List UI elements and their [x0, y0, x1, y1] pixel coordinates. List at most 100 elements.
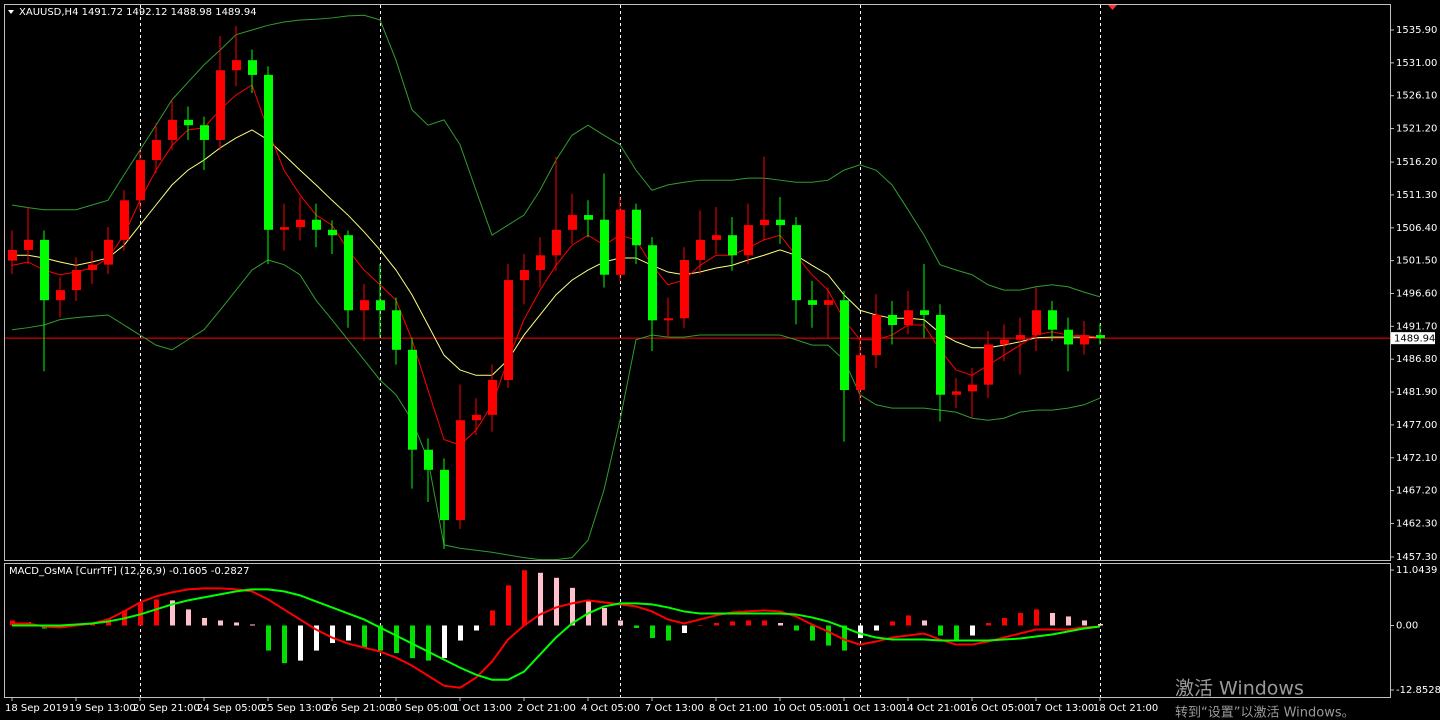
histogram-bar: [554, 577, 559, 626]
macd-line: [12, 588, 1101, 681]
last-price-label: 1489.94: [1394, 334, 1435, 345]
x-tick-label: 24 Sep 05:00: [197, 703, 264, 714]
y-tick-label: 1531.00: [1396, 58, 1437, 69]
candle-body: [792, 225, 801, 301]
histogram-bar: [1066, 616, 1071, 626]
histogram-bar: [394, 625, 399, 654]
y-tick-label: 1496.60: [1396, 288, 1437, 299]
watermark-line2: 转到“设置”以激活 Windows。: [1175, 706, 1355, 720]
histogram-bar: [682, 625, 687, 634]
candle-body: [1096, 335, 1105, 339]
x-tick-label: 16 Oct 05:00: [965, 703, 1030, 714]
histogram-bar: [922, 620, 927, 626]
x-tick-label: 17 Oct 13:00: [1029, 703, 1094, 714]
histogram-bar: [250, 624, 255, 626]
y-tick-label: 1506.40: [1396, 223, 1437, 234]
histogram-bar: [282, 625, 287, 664]
candle-body: [824, 300, 833, 305]
candle-body: [600, 219, 609, 275]
y-tick-label: 1526.10: [1396, 91, 1437, 102]
histogram-bar: [202, 617, 207, 626]
histogram-bar: [842, 625, 847, 651]
candle-body: [536, 255, 545, 271]
candle-body: [264, 74, 273, 230]
histogram-bar: [1082, 620, 1087, 626]
histogram-bar: [634, 625, 639, 628]
candle-body: [408, 349, 417, 450]
y-tick-label: 1516.20: [1396, 157, 1437, 168]
histogram-bar: [794, 625, 799, 631]
candle-body: [664, 318, 673, 321]
candle-body: [200, 125, 209, 140]
histogram-bar: [778, 622, 783, 626]
histogram-bar: [762, 620, 767, 626]
candle-body: [616, 209, 625, 275]
histogram-bar: [266, 625, 271, 651]
histogram-bar: [538, 572, 543, 626]
candle-body: [328, 229, 337, 236]
histogram-bar: [970, 625, 975, 636]
histogram-bar: [746, 620, 751, 626]
price-title: XAUUSD,H4 1491.72 1492.12 1488.98 1489.9…: [19, 7, 257, 18]
histogram-bar: [426, 625, 431, 661]
y-tick-label: 0.00: [1396, 620, 1418, 631]
candle-body: [776, 219, 785, 226]
histogram-bar: [618, 620, 623, 626]
histogram-bar: [858, 625, 863, 639]
candle-body: [552, 229, 561, 256]
histogram-bar: [938, 625, 943, 636]
candle-body: [1016, 335, 1025, 340]
shift-marker: [1108, 5, 1117, 10]
candle-body: [360, 300, 369, 311]
y-tick-label: 1486.80: [1396, 354, 1437, 365]
candle-body: [1048, 310, 1057, 330]
candle-body: [888, 314, 897, 326]
candle-body: [120, 200, 129, 240]
histogram-bar: [506, 585, 511, 626]
candle-body: [1000, 339, 1009, 345]
x-tick-label: 2 Oct 21:00: [517, 703, 576, 714]
histogram-bar: [474, 625, 479, 631]
histogram-bar: [314, 625, 319, 651]
candle-body: [456, 420, 465, 521]
candle-body: [440, 469, 449, 521]
histogram-bar: [330, 625, 335, 644]
candle-body: [376, 300, 385, 311]
y-tick-label: 1535.90: [1396, 25, 1437, 36]
candle-body: [856, 355, 865, 391]
candle-body: [568, 215, 577, 230]
histogram-bar: [986, 622, 991, 626]
candle-body: [136, 160, 145, 201]
histogram-bar: [490, 610, 495, 626]
histogram-bar: [714, 622, 719, 626]
y-tick-label: 1491.70: [1396, 321, 1437, 332]
x-tick-label: 18 Sep 2019: [5, 703, 68, 714]
candle-body: [744, 225, 753, 256]
histogram-bar: [522, 570, 527, 626]
x-tick-label: 4 Oct 05:00: [581, 703, 640, 714]
candle-body: [520, 270, 529, 281]
histogram-bar: [666, 625, 671, 641]
candle-body: [920, 310, 929, 315]
candle-body: [648, 245, 657, 321]
x-tick-label: 10 Oct 05:00: [773, 703, 838, 714]
histogram-bar: [170, 600, 175, 626]
histogram-bar: [1050, 612, 1055, 626]
indicator-line: [11, 259, 1101, 560]
histogram-bar: [298, 625, 303, 661]
candle-body: [696, 239, 705, 260]
candle-body: [8, 249, 17, 261]
candle-body: [840, 300, 849, 391]
y-tick-label: 1501.50: [1396, 256, 1437, 267]
candle-body: [424, 449, 433, 470]
x-tick-label: 20 Sep 21:00: [133, 703, 200, 714]
y-tick-label: 1462.30: [1396, 518, 1437, 529]
x-tick-label: 1 Oct 13:00: [453, 703, 512, 714]
histogram-bar: [602, 607, 607, 626]
x-tick-label: 11 Oct 13:00: [837, 703, 902, 714]
candle-body: [1064, 329, 1073, 345]
macd-plot: [10, 570, 1103, 689]
